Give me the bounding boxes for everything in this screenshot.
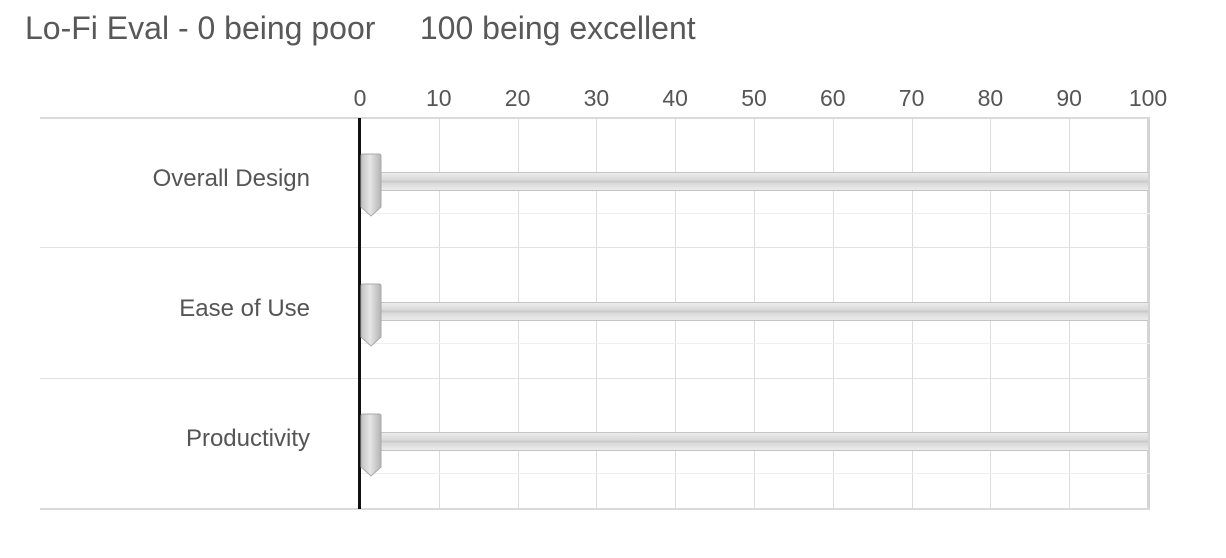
- slider-handle-productivity[interactable]: [360, 413, 382, 477]
- tick-label-30: 30: [583, 85, 610, 111]
- slider-handle-overall-design[interactable]: [360, 153, 382, 217]
- tick-label-80: 80: [977, 85, 1004, 111]
- tick-label-50: 50: [741, 85, 767, 111]
- row-divider: [40, 247, 1150, 248]
- slider-track-ease-of-use[interactable]: [361, 302, 1148, 321]
- row-divider: [40, 117, 1150, 119]
- row-label-ease-of-use: Ease of Use: [179, 295, 310, 322]
- tick-label-10: 10: [426, 85, 452, 111]
- row-divider: [40, 378, 1150, 379]
- row-sub-divider: [361, 473, 1150, 474]
- slider-track-overall-design[interactable]: [361, 172, 1148, 191]
- grid-line-end: [1147, 118, 1150, 509]
- zero-axis-line: [358, 118, 361, 509]
- slider-handle-shape: [360, 413, 382, 477]
- row-label-productivity: Productivity: [185, 425, 310, 452]
- row-label-overall-design: Overall Design: [152, 165, 310, 192]
- tick-label-0: 0: [353, 85, 367, 111]
- question-title: Lo-Fi Eval - 0 being poor 100 being exce…: [25, 10, 696, 46]
- tick-label-100: 100: [1128, 85, 1168, 111]
- tick-label-70: 70: [898, 85, 925, 111]
- slider-track-productivity[interactable]: [361, 432, 1148, 451]
- tick-label-40: 40: [662, 85, 688, 111]
- row-divider: [40, 508, 1150, 510]
- slider-handle-shape: [360, 153, 382, 217]
- slider-handle-shape: [360, 283, 382, 347]
- row-sub-divider: [361, 213, 1150, 214]
- row-sub-divider: [361, 343, 1150, 344]
- tick-label-20: 20: [504, 85, 531, 111]
- tick-label-90: 90: [1056, 85, 1082, 111]
- slider-handle-ease-of-use[interactable]: [360, 283, 382, 347]
- tick-label-60: 60: [820, 85, 846, 111]
